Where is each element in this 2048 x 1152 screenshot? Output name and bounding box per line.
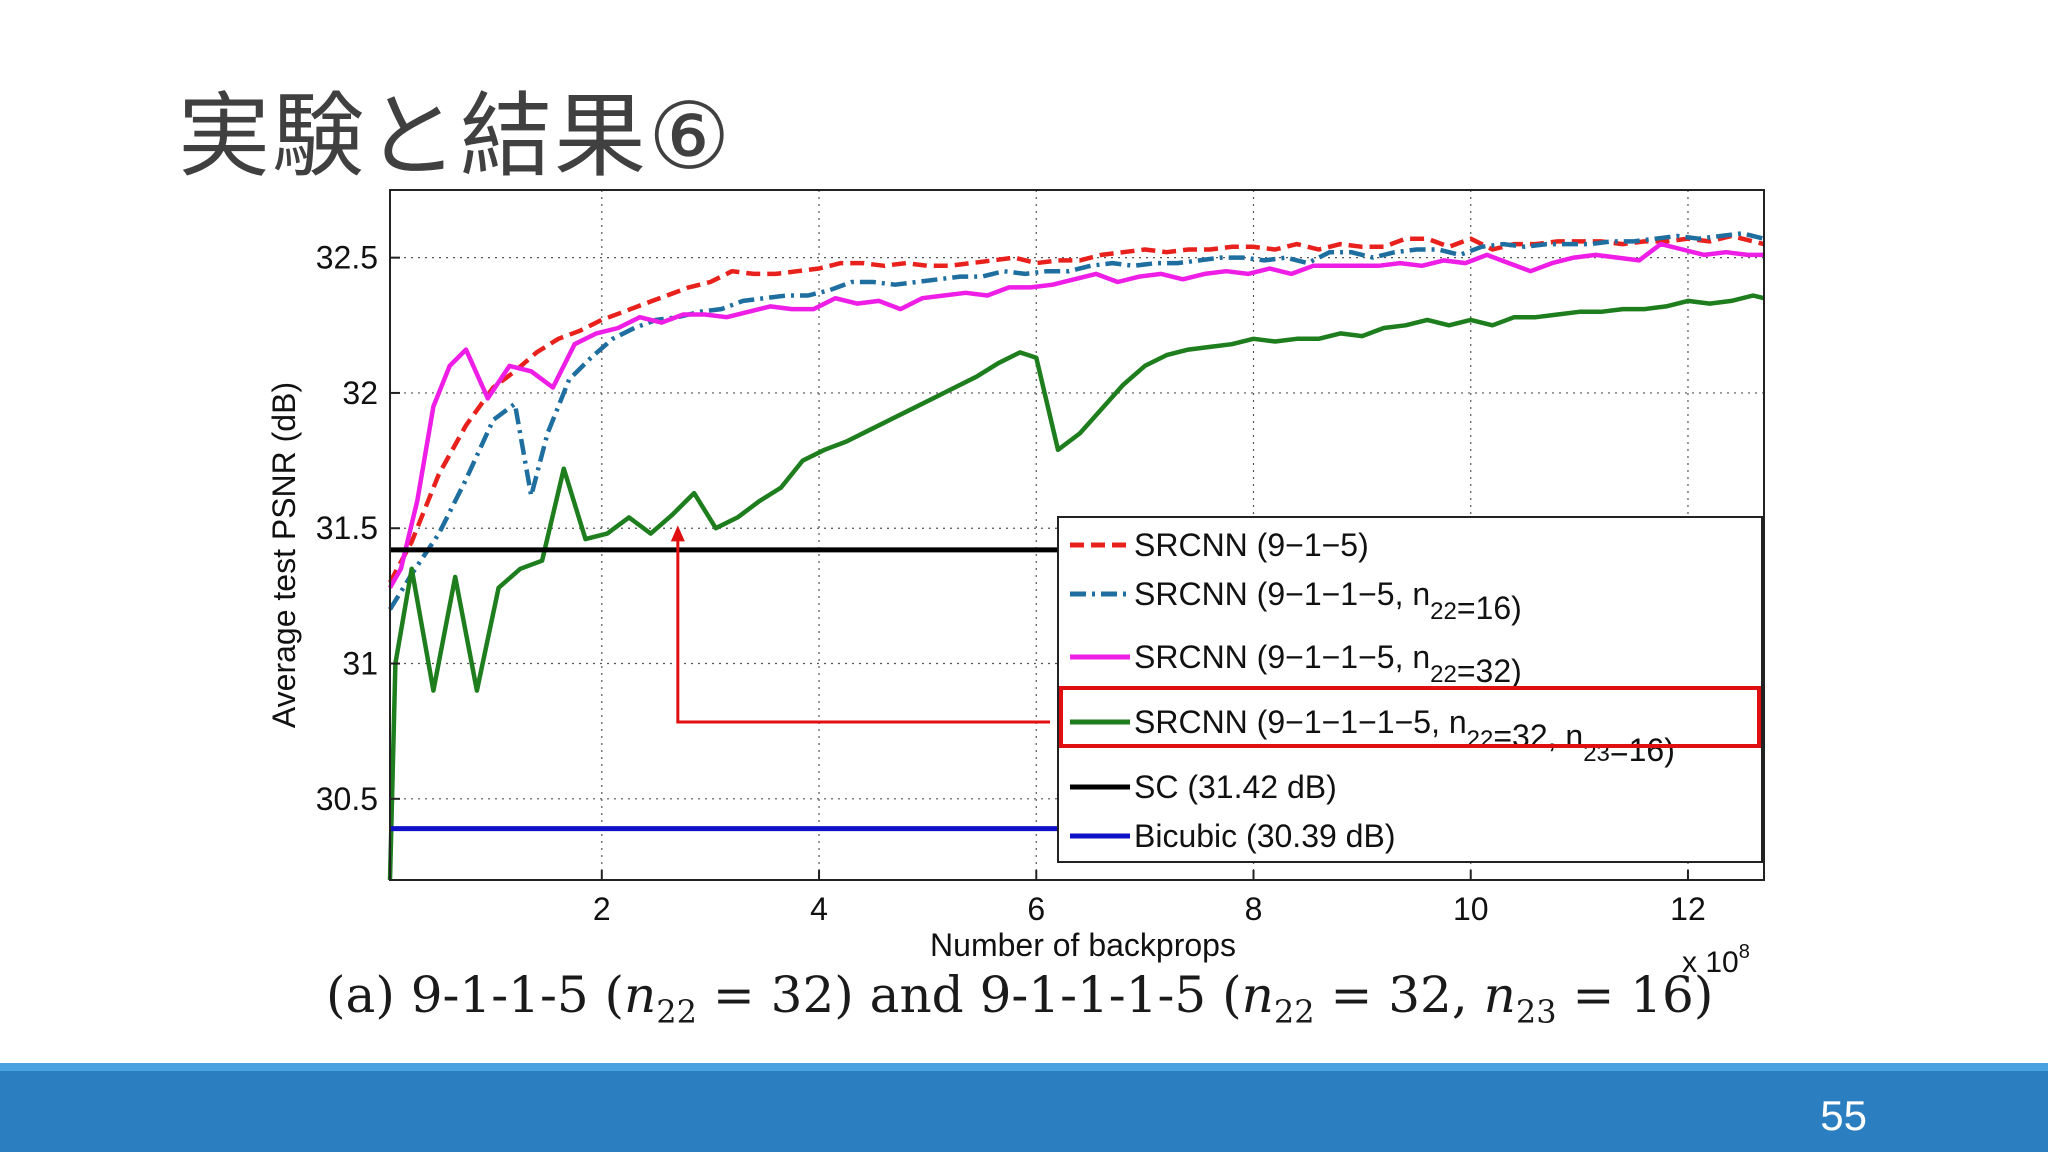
- y-tick-label: 32: [342, 375, 378, 411]
- legend-entry-3: SRCNN (9−1−1−1−5, n22=32, n23=16): [1134, 704, 1675, 768]
- x-multiplier-label: x 108: [1682, 941, 1750, 979]
- y-tick-label: 31: [342, 646, 378, 682]
- x-tick-label: 12: [1670, 891, 1706, 927]
- series-line-1: [388, 231, 1765, 611]
- slide-title: 実験と結果⑥: [178, 83, 733, 190]
- legend-entry-0: SRCNN (9−1−5): [1134, 527, 1369, 563]
- y-tick-label: 30.5: [316, 781, 378, 817]
- series-line-3: [387, 293, 1765, 881]
- page-number: 55: [1820, 1092, 1867, 1139]
- legend-entry-1: SRCNN (9−1−1−5, n22=16): [1134, 576, 1522, 626]
- series-line-0: [388, 233, 1765, 584]
- y-tick-label: 32.5: [316, 240, 378, 276]
- footer-accent-line: [0, 1063, 2048, 1071]
- plot-frame: [389, 189, 1765, 881]
- highlight-box: [1059, 686, 1761, 748]
- annotation-layer: [670, 525, 1761, 748]
- legend-entry-5: Bicubic (30.39 dB): [1134, 818, 1395, 854]
- x-tick-label: 4: [810, 891, 828, 927]
- axes-layer: 2 4 6 8 10 12 30.5 31 31.5 32 32.5 Number of backpr…: [266, 189, 1765, 979]
- y-axis-label: Average test PSNR (dB): [266, 382, 302, 728]
- psnr-line-chart: 2 4 6 8 10 12 30.5 31 31.5 32 32.5 Number of backpr…: [266, 189, 1765, 979]
- x-tick-label: 2: [593, 891, 611, 927]
- legend-entry-4: SC (31.42 dB): [1134, 769, 1337, 805]
- y-tick-label: 31.5: [316, 510, 378, 546]
- footer-bar: [0, 1071, 2048, 1152]
- series-line-2: [388, 241, 1764, 589]
- annotation-arrowhead: [670, 525, 685, 542]
- x-tick-label: 6: [1027, 891, 1045, 927]
- x-tick-label: 8: [1245, 891, 1263, 927]
- figure-caption: (a) 9-1-1-5 (n22 = 32) and 9-1-1-1-5 (n2…: [326, 966, 1714, 1031]
- x-tick-label: 10: [1453, 891, 1489, 927]
- x-axis-label: Number of backprops: [930, 927, 1236, 963]
- legend-entry-2: SRCNN (9−1−1−5, n22=32): [1134, 639, 1522, 689]
- annotation-arrow-line: [676, 539, 1050, 724]
